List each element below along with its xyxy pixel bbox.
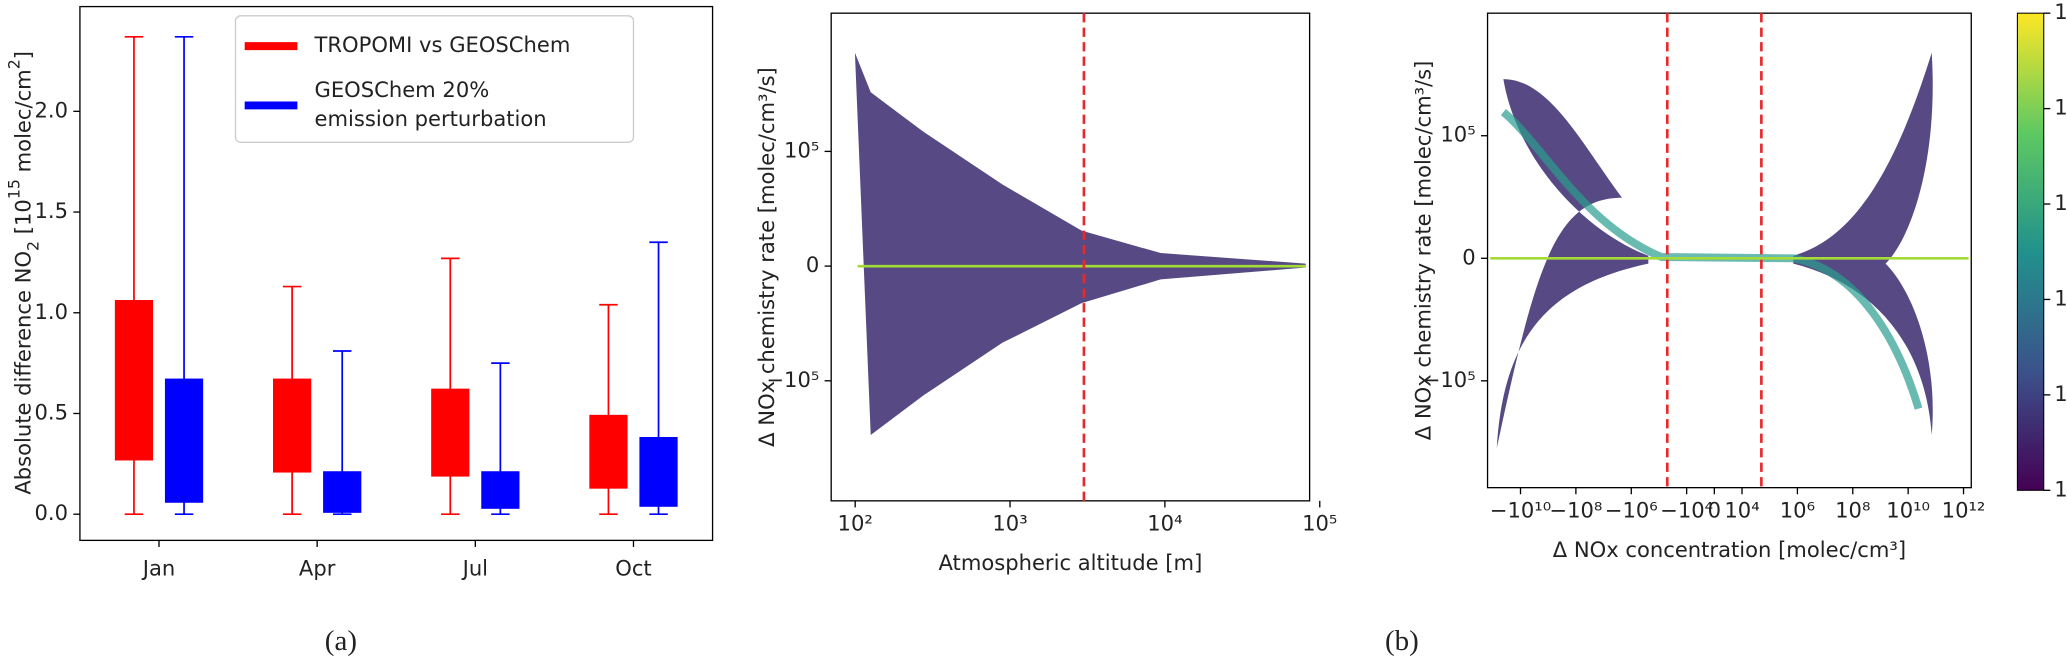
label-part: Absolute difference NO xyxy=(11,251,36,495)
y-tick-label: 0.0 xyxy=(35,500,69,525)
x-tick-label: Apr xyxy=(299,555,336,580)
x-axis-label: Atmospheric altitude [m] xyxy=(939,550,1203,575)
x-tick-label: 10⁶ xyxy=(1780,497,1815,522)
plot-frame xyxy=(1486,12,1972,489)
x-tick-label: 0 xyxy=(1708,497,1721,522)
colorbar-tick-label: 10⁵ xyxy=(2054,0,2067,24)
y-tick-label: 1.5 xyxy=(35,198,69,223)
y-tick-label: 2.0 xyxy=(35,97,69,122)
legend-label: GEOSChem 20% emission perturbation xyxy=(315,77,547,131)
x-tick-label: −10⁶ xyxy=(1605,497,1658,522)
y-axis-label: Δ NOx chemistry rate [molec/cm³/s] xyxy=(1410,61,1435,441)
label-part: [10 xyxy=(11,199,36,241)
box xyxy=(481,471,520,509)
x-tick-label: −10¹⁰ xyxy=(1490,497,1551,522)
colorbar-tick-label: 10⁰ xyxy=(2054,476,2067,501)
y-tick-label: 1.0 xyxy=(35,299,69,324)
colorbar-tick-label: 10¹ xyxy=(2054,381,2067,406)
x-tick-label: Oct xyxy=(615,555,651,580)
label-part: ] xyxy=(11,51,36,59)
legend-label: TROPOMI vs GEOSChem xyxy=(314,32,571,57)
x-tick-label: 10² xyxy=(838,511,873,536)
label-part: 2 xyxy=(24,241,43,251)
box xyxy=(589,414,628,489)
panel-label: (b) xyxy=(1385,625,1419,657)
y-tick-label: 0 xyxy=(806,252,819,277)
box xyxy=(323,471,362,513)
y-tick-label: 0 xyxy=(1462,244,1475,269)
y-tick-label: −10⁵ xyxy=(766,367,819,392)
colorbar-tick-label: 10² xyxy=(2054,285,2067,310)
label-part: molec/cm xyxy=(11,69,36,179)
box xyxy=(114,300,154,461)
plot-frame xyxy=(830,12,1311,502)
x-tick-label: −10⁴ xyxy=(1660,497,1713,522)
x-tick-label: −10⁸ xyxy=(1549,497,1602,522)
y-tick-label: 0.5 xyxy=(35,399,69,424)
y-axis-label: Absolute difference NO2 [1015 molec/cm2] xyxy=(5,51,43,495)
legend-box xyxy=(234,15,635,144)
x-tick-label: 10¹⁰ xyxy=(1886,497,1930,522)
colorbar-tick-label: 10³ xyxy=(2054,190,2067,215)
x-tick-label: Jul xyxy=(461,555,488,580)
x-tick-label: 10⁴ xyxy=(1147,511,1182,536)
box xyxy=(431,388,470,477)
density-region xyxy=(1496,79,1649,449)
x-axis-label: Δ NOx concentration [molec/cm³] xyxy=(1553,537,1906,562)
label-part: 2 xyxy=(5,59,24,69)
x-tick-label: 10⁸ xyxy=(1835,497,1870,522)
box xyxy=(273,378,312,473)
y-tick-label: 10⁵ xyxy=(784,137,819,162)
density-region xyxy=(1793,52,1933,435)
box xyxy=(639,436,678,507)
y-tick-label: 10⁵ xyxy=(1440,122,1475,147)
x-tick-label: 10⁴ xyxy=(1724,497,1759,522)
colorbar-tick-label: 10⁴ xyxy=(2054,95,2067,120)
x-tick-label: 10¹² xyxy=(1942,497,1986,522)
label-part: 15 xyxy=(5,179,24,199)
x-tick-label: Jan xyxy=(141,555,175,580)
plot-frame xyxy=(79,5,714,542)
y-axis-label: Δ NOx chemistry rate [molec/cm³/s] xyxy=(754,67,779,447)
x-tick-label: 10³ xyxy=(992,511,1027,536)
box xyxy=(164,378,204,503)
y-tick-label: −10⁵ xyxy=(1423,367,1476,392)
panel-label: (a) xyxy=(325,625,357,657)
density-region xyxy=(854,52,1306,435)
colorbar xyxy=(2016,12,2045,491)
x-tick-label: 10⁵ xyxy=(1302,511,1337,536)
